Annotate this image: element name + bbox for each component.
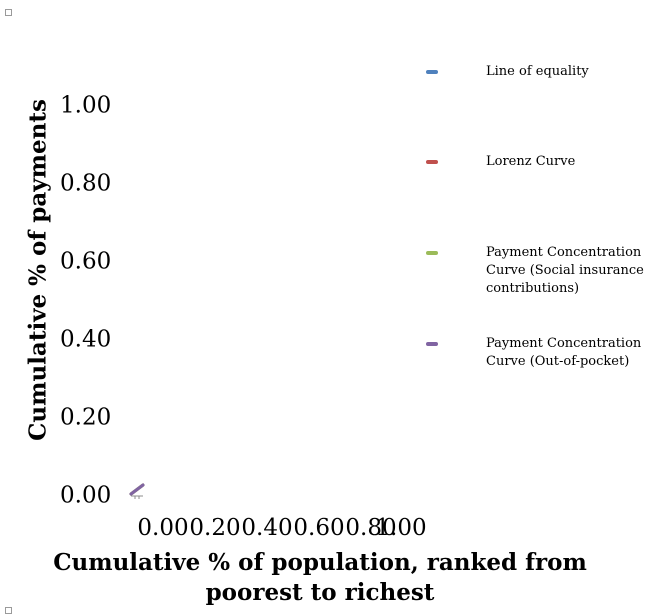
legend-label: Lorenz Curve bbox=[486, 154, 576, 169]
y-tick-label: 0.80 bbox=[60, 170, 112, 197]
resize-handle-top-left[interactable] bbox=[5, 9, 12, 16]
x-axis-line bbox=[131, 495, 143, 499]
legend-swatch bbox=[426, 70, 438, 74]
x-tick-label: 0.40 bbox=[241, 515, 293, 541]
y-tick-label: 0.20 bbox=[60, 404, 112, 431]
x-tick-label: 1.00 bbox=[375, 515, 427, 541]
x-tick-label: 0.80 bbox=[345, 515, 397, 541]
legend-label: Payment Concentration Curve (Out-of-pock… bbox=[486, 336, 642, 369]
y-tick-label: 0.40 bbox=[60, 326, 112, 353]
legend-label: Payment Concentration Curve (Social insu… bbox=[486, 245, 644, 296]
x-tick-label: 0.60 bbox=[293, 515, 345, 541]
x-tick-label: 0.00 bbox=[137, 515, 189, 541]
y-tick-label: 1.00 bbox=[60, 92, 112, 119]
y-tick-label: 0.00 bbox=[60, 482, 112, 509]
legend-swatch bbox=[426, 160, 438, 164]
legend-label: Line of equality bbox=[486, 64, 589, 79]
legend-swatch bbox=[426, 342, 438, 346]
x-tick-label: 0.20 bbox=[189, 515, 241, 541]
y-tick-label: 0.60 bbox=[60, 248, 112, 275]
legend-swatch bbox=[426, 251, 438, 255]
series-line bbox=[129, 483, 145, 496]
x-axis-title: Cumulative % of population, ranked from … bbox=[53, 549, 587, 606]
